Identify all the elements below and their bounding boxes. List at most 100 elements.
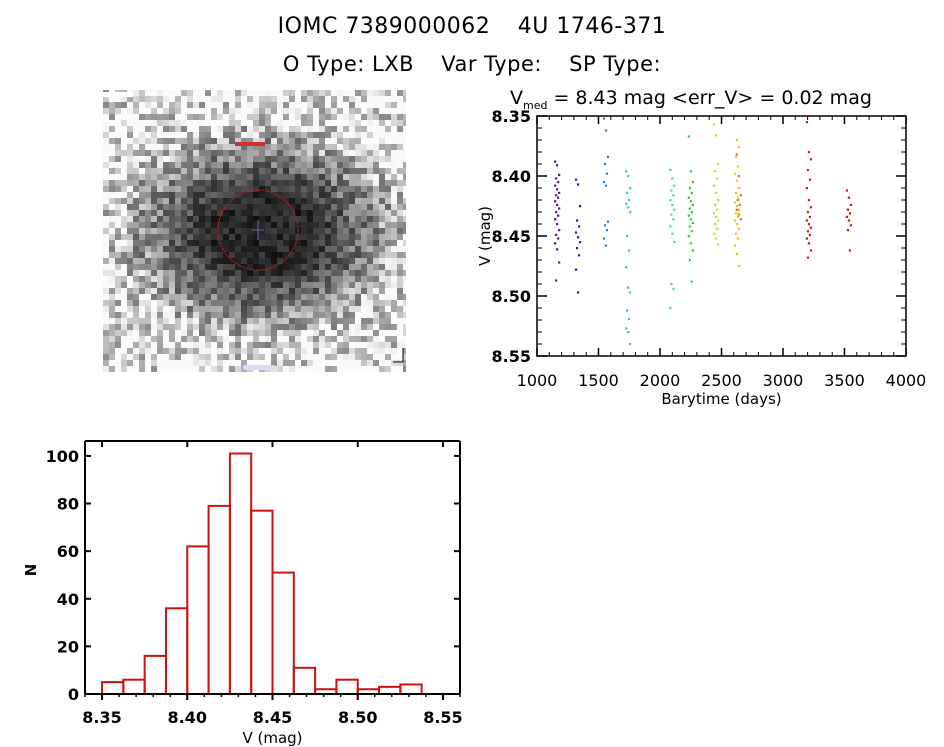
sky-pixel: [307, 192, 313, 198]
sky-pixel: [187, 270, 193, 276]
sky-pixel: [253, 108, 259, 114]
sky-pixel: [169, 96, 175, 102]
data-point: [554, 200, 557, 203]
sky-pixel: [253, 336, 259, 342]
sky-pixel: [217, 354, 223, 360]
sky-pixel: [103, 324, 109, 330]
sky-pixel: [175, 246, 181, 252]
sky-pixel: [115, 264, 121, 270]
sky-pixel: [121, 252, 127, 258]
data-point: [629, 211, 632, 214]
sky-pixel: [319, 108, 325, 114]
sky-pixel: [391, 102, 397, 108]
sky-pixel: [313, 198, 319, 204]
sky-pixel: [319, 126, 325, 132]
sky-pixel: [265, 342, 271, 348]
data-point: [735, 205, 739, 208]
sky-pixel: [331, 222, 337, 228]
sky-pixel: [127, 108, 133, 114]
sky-pixel: [337, 102, 343, 108]
sky-pixel: [163, 210, 169, 216]
sky-pixel: [361, 168, 367, 174]
sky-pixel: [199, 366, 205, 372]
sky-pixel: [115, 252, 121, 258]
sky-pixel: [355, 354, 361, 360]
sky-pixel: [319, 144, 325, 150]
sky-pixel: [301, 306, 307, 312]
sky-pixel: [199, 216, 205, 222]
sky-pixel: [235, 252, 241, 258]
sky-pixel: [349, 270, 355, 276]
sky-pixel: [295, 282, 301, 288]
sky-pixel: [205, 288, 211, 294]
sky-pixel: [307, 246, 313, 252]
sky-pixel: [157, 228, 163, 234]
sky-pixel: [211, 126, 217, 132]
sky-pixel: [301, 96, 307, 102]
sky-pixel: [349, 294, 355, 300]
sky-pixel: [283, 192, 289, 198]
sky-pixel: [205, 174, 211, 180]
sky-pixel: [121, 102, 127, 108]
sky-pixel: [151, 306, 157, 312]
sky-pixel: [403, 114, 406, 120]
sky-pixel: [337, 186, 343, 192]
sky-pixel: [103, 354, 109, 360]
data-point: [574, 231, 578, 234]
sky-pixel: [151, 240, 157, 246]
sky-pixel: [181, 282, 187, 288]
sky-pixel: [289, 294, 295, 300]
sky-pixel: [163, 204, 169, 210]
sky-pixel: [319, 150, 325, 156]
sky-pixel: [307, 342, 313, 348]
sky-pixel: [361, 150, 367, 156]
sky-pixel: [367, 258, 373, 264]
data-point: [737, 208, 741, 211]
sky-pixel: [103, 186, 109, 192]
sky-pixel: [187, 150, 193, 156]
sky-pixel: [181, 294, 187, 300]
sky-pixel: [349, 192, 355, 198]
sky-pixel: [271, 288, 277, 294]
sky-pixel: [343, 96, 349, 102]
sky-pixel: [295, 150, 301, 156]
sky-pixel: [265, 132, 271, 138]
sky-pixel: [133, 156, 139, 162]
sky-pixel: [355, 330, 361, 336]
sky-pixel: [283, 288, 289, 294]
sky-pixel: [319, 216, 325, 222]
sky-pixel: [181, 360, 187, 366]
sky-pixel: [283, 198, 289, 204]
sky-pixel: [145, 144, 151, 150]
sky-pixel: [313, 270, 319, 276]
sky-pixel: [403, 318, 406, 324]
sky-pixel: [253, 150, 259, 156]
hist-x-axis-label: V (mag): [242, 729, 302, 747]
sky-pixel: [103, 168, 109, 174]
sky-pixel: [145, 234, 151, 240]
sky-pixel: [181, 342, 187, 348]
sky-pixel: [109, 282, 115, 288]
data-point: [714, 215, 718, 218]
sky-pixel: [283, 270, 289, 276]
data-point: [558, 173, 561, 176]
sky-pixel: [301, 90, 307, 96]
sky-pixel: [283, 318, 289, 324]
sky-pixel: [163, 192, 169, 198]
sky-pixel: [331, 306, 337, 312]
sky-pixel: [379, 186, 385, 192]
sky-pixel: [241, 198, 247, 204]
sky-pixel: [181, 156, 187, 162]
sky-pixel: [157, 138, 163, 144]
sky-pixel: [253, 306, 259, 312]
sky-pixel: [343, 324, 349, 330]
sky-pixel: [277, 306, 283, 312]
sky-pixel: [343, 270, 349, 276]
sky-pixel: [109, 150, 115, 156]
sky-pixel: [175, 294, 181, 300]
sky-pixel: [247, 306, 253, 312]
data-point: [625, 202, 628, 205]
sky-pixel: [307, 240, 313, 246]
sky-pixel: [217, 192, 223, 198]
sky-pixel: [199, 300, 205, 306]
